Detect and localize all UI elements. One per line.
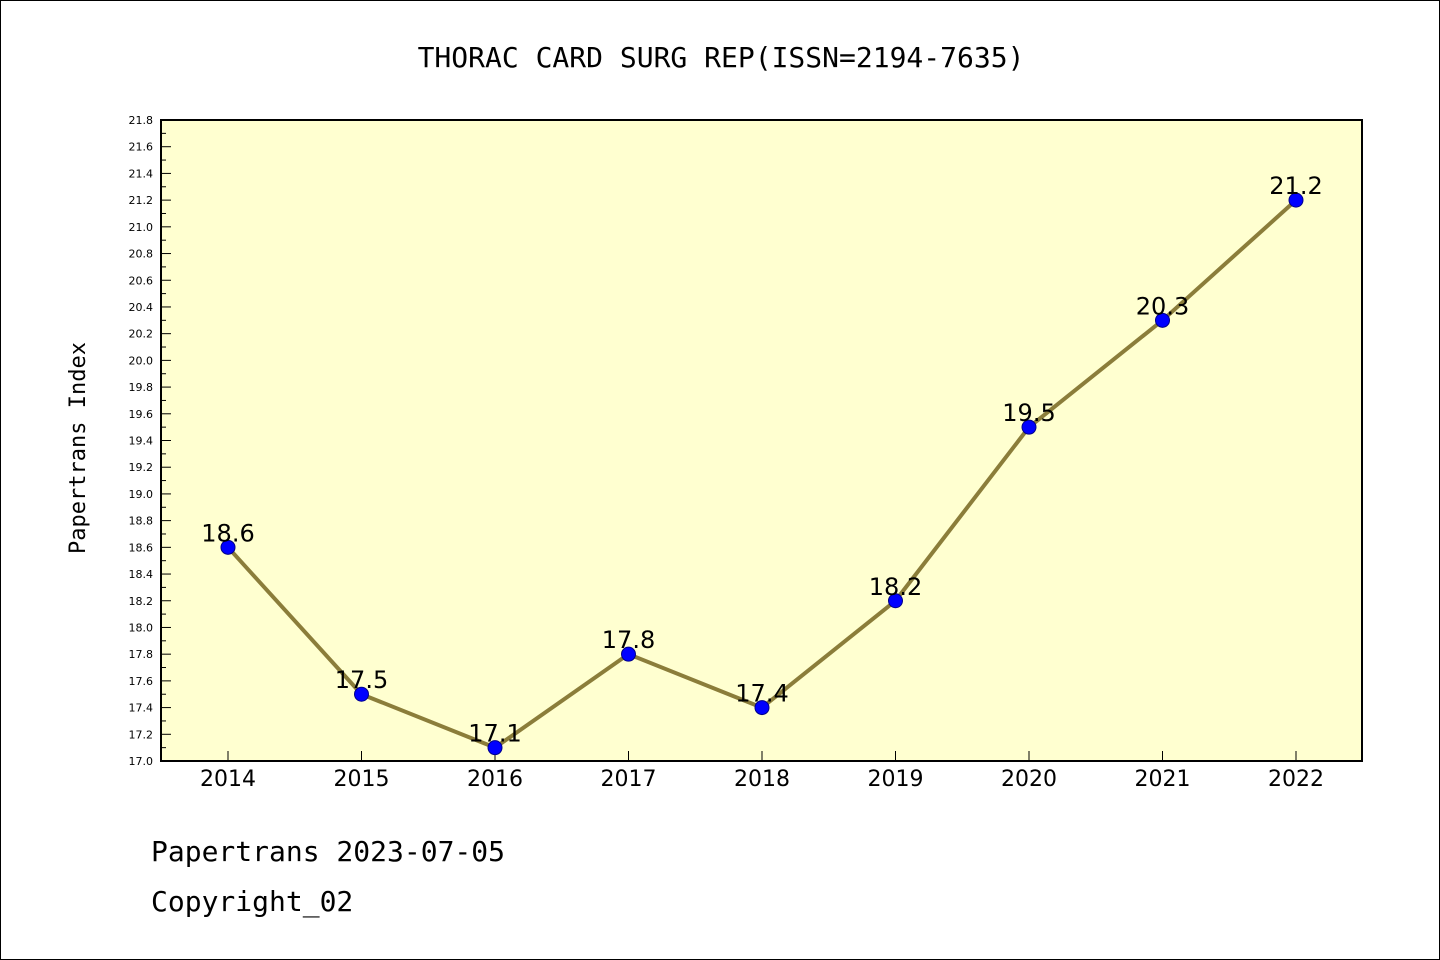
x-tick-label: 2022 — [1268, 767, 1324, 792]
footer-copyright: Copyright_02 — [151, 885, 354, 918]
y-tick-label: 21.6 — [129, 141, 154, 154]
data-point — [888, 593, 903, 609]
data-point — [487, 740, 503, 756]
data-label: 18.6 — [201, 519, 254, 547]
data-point — [354, 686, 369, 702]
x-tick-label: 2016 — [467, 767, 523, 792]
data-labels: 18.6 17.5 17.1 17.8 17.4 18.2 19.5 20.3 21.2 — [201, 172, 1322, 748]
y-tick-label: 21.4 — [129, 167, 154, 180]
data-label: 20.3 — [1136, 292, 1189, 320]
y-tick-label: 19.8 — [129, 381, 154, 394]
y-tick-label: 19.4 — [129, 435, 154, 448]
y-axis-label: Papertrans Index — [66, 342, 91, 554]
y-tick-label: 19.0 — [129, 488, 154, 501]
y-tick-label: 18.2 — [129, 595, 154, 608]
data-label: 18.2 — [869, 573, 922, 601]
x-tick-label: 2018 — [734, 767, 790, 792]
x-tick-label: 2014 — [200, 767, 256, 792]
data-label: 17.8 — [602, 626, 655, 654]
y-tick-label: 20.6 — [129, 274, 154, 287]
y-tick-label: 20.4 — [129, 301, 154, 314]
data-label: 21.2 — [1269, 172, 1322, 200]
data-label: 17.1 — [468, 720, 521, 748]
data-label: 17.5 — [335, 666, 388, 694]
plot-area — [160, 119, 1363, 762]
data-point — [1288, 192, 1304, 208]
y-tick-label: 19.6 — [129, 408, 154, 421]
y-tick-label: 17.0 — [129, 755, 154, 768]
data-label: 17.4 — [735, 680, 788, 708]
y-tick-label: 18.6 — [129, 541, 154, 554]
y-tick-label: 21.8 — [129, 114, 154, 127]
data-point — [1021, 419, 1037, 435]
y-tick-label: 18.4 — [129, 568, 154, 581]
y-tick-label: 18.0 — [129, 621, 154, 634]
y-tick-label: 20.2 — [129, 328, 154, 341]
y-axis: 17.0 17.2 17.4 17.6 17.8 18.0 18.2 18.4 18.6 18.8… — [129, 114, 171, 768]
x-tick-label: 2017 — [601, 767, 657, 792]
y-tick-label: 20.8 — [129, 248, 154, 261]
y-tick-label: 17.4 — [129, 702, 154, 715]
x-axis: 2014 2015 2016 2017 2018 2019 2020 2021 2022 — [200, 751, 1324, 792]
x-tick-label: 2021 — [1135, 767, 1191, 792]
data-label: 19.5 — [1002, 399, 1055, 427]
data-point — [220, 539, 236, 555]
data-point — [621, 646, 636, 662]
y-tick-label: 21.2 — [129, 194, 154, 207]
footer-date: Papertrans 2023-07-05 — [151, 835, 506, 868]
x-tick-label: 2020 — [1001, 767, 1057, 792]
y-tick-label: 17.2 — [129, 728, 154, 741]
y-tick-label: 20.0 — [129, 354, 154, 367]
chart-title: THORAC CARD SURG REP(ISSN=2194-7635) — [418, 41, 1025, 74]
x-tick-label: 2019 — [868, 767, 924, 792]
y-tick-label: 21.0 — [129, 221, 154, 234]
y-tick-label: 17.6 — [129, 675, 154, 688]
y-tick-label: 17.8 — [129, 648, 154, 661]
y-tick-label: 18.8 — [129, 515, 154, 528]
y-tick-label: 19.2 — [129, 461, 154, 474]
data-markers — [220, 192, 1304, 756]
x-tick-label: 2015 — [334, 767, 390, 792]
data-point — [754, 700, 770, 716]
data-point — [1155, 312, 1170, 328]
